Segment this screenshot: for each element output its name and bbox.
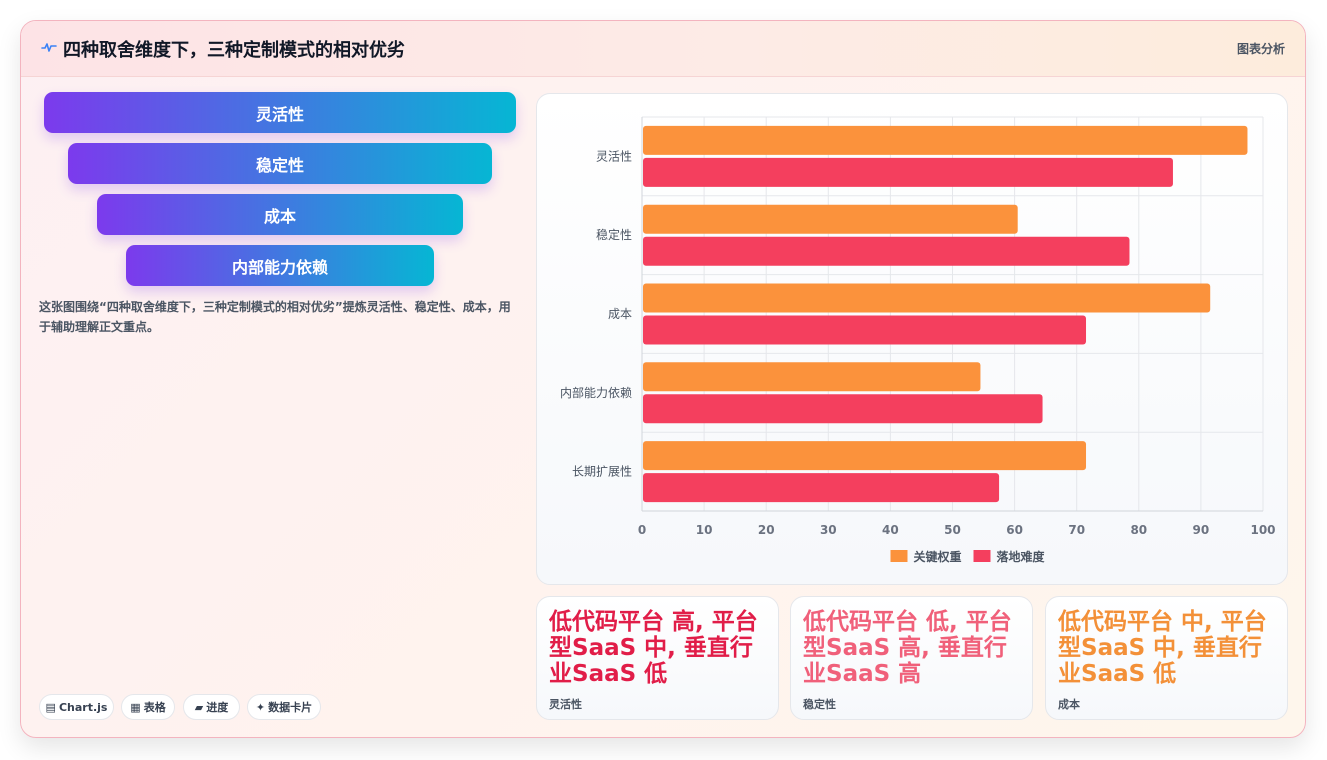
- funnel-item-internal-dependency: 内部能力依赖: [126, 245, 434, 286]
- bar-weight: [643, 362, 981, 392]
- header: 四种取舍维度下，三种定制模式的相对优劣 图表分析: [21, 21, 1305, 77]
- stat-card-flexibility: 低代码平台 高, 平台型SaaS 中, 垂直行业SaaS 低 灵活性: [536, 596, 779, 720]
- chip-label: Chart.js: [58, 700, 108, 714]
- legend-label: 落地难度: [997, 549, 1046, 564]
- bar-weight: [643, 204, 1018, 234]
- y-tick-label: 成本: [608, 307, 632, 321]
- x-tick-label: 30: [820, 523, 837, 537]
- chip-table[interactable]: ▦ 表格: [121, 694, 175, 720]
- x-tick-label: 50: [944, 523, 961, 537]
- chart-panel: 0 10 20 30 40 50 60 70 80 90 100 灵活性稳定性成本内部能力依赖长期扩展…: [536, 93, 1288, 585]
- chip-data-card[interactable]: ✦ 数据卡片: [247, 694, 321, 720]
- stat-value: 低代码平台 中, 平台型SaaS 中, 垂直行业SaaS 低: [1058, 609, 1267, 687]
- stat-value: 低代码平台 高, 平台型SaaS 中, 垂直行业SaaS 低: [549, 609, 758, 687]
- y-tick-label: 长期扩展性: [572, 465, 632, 479]
- bar-difficulty: [643, 157, 1173, 187]
- x-tick-label: 10: [696, 523, 713, 537]
- funnel-item-cost: 成本: [97, 194, 463, 235]
- x-tick-label: 70: [1068, 523, 1085, 537]
- stat-value: 低代码平台 低, 平台型SaaS 高, 垂直行业SaaS 高: [803, 609, 1012, 687]
- bar-difficulty: [643, 315, 1087, 345]
- sparkle-icon: ✦: [255, 700, 266, 714]
- chip-progress[interactable]: ▰ 进度: [183, 694, 240, 720]
- stat-card-cost: 低代码平台 中, 平台型SaaS 中, 垂直行业SaaS 低 成本: [1045, 596, 1288, 720]
- x-tick-label: 40: [882, 523, 899, 537]
- bar-weight: [643, 125, 1248, 155]
- table-icon: ▦: [130, 700, 141, 714]
- chip-chartjs[interactable]: ▤ Chart.js: [39, 694, 114, 720]
- legend-swatch: [890, 550, 908, 562]
- description-text: 这张图围绕“四种取舍维度下，三种定制模式的相对优劣”提炼灵活性、稳定性、成本，用…: [39, 300, 511, 334]
- y-tick-label: 灵活性: [596, 149, 632, 163]
- chart-analysis-tag: 图表分析: [1236, 42, 1285, 56]
- funnel-item-flexibility: 灵活性: [44, 92, 516, 133]
- chart-icon: ▤: [45, 700, 56, 714]
- chip-label: 进度: [206, 701, 229, 714]
- stat-label: 成本: [1058, 698, 1080, 711]
- main-card: 四种取舍维度下，三种定制模式的相对优劣 图表分析 灵活性 稳定性 成本 内部能力…: [20, 20, 1306, 738]
- funnel-item-stability: 稳定性: [68, 143, 492, 184]
- bar-weight: [643, 283, 1211, 313]
- bar-difficulty: [643, 394, 1043, 424]
- stat-label: 稳定性: [803, 698, 836, 711]
- x-tick-label: 90: [1193, 523, 1210, 537]
- bar-difficulty: [643, 236, 1130, 266]
- x-tick-label: 20: [758, 523, 775, 537]
- bar-chart: 0 10 20 30 40 50 60 70 80 90 100 灵活性稳定性成本内部能力依赖长期扩展…: [560, 116, 1276, 564]
- x-tick-label: 80: [1130, 523, 1147, 537]
- x-tick-label: 0: [638, 523, 646, 537]
- chip-label: 数据卡片: [268, 701, 313, 714]
- stat-card-stability: 低代码平台 低, 平台型SaaS 高, 垂直行业SaaS 高 稳定性: [790, 596, 1033, 720]
- legend-label: 关键权重: [914, 549, 962, 564]
- progress-icon: ▰: [194, 700, 204, 714]
- page-title: 四种取舍维度下，三种定制模式的相对优劣: [63, 40, 405, 61]
- x-tick-label: 60: [1006, 523, 1023, 537]
- x-tick-label: 100: [1250, 523, 1275, 537]
- legend-swatch: [973, 550, 991, 562]
- stat-label: 灵活性: [549, 698, 582, 711]
- chip-label: 表格: [143, 701, 166, 714]
- y-tick-label: 稳定性: [596, 227, 632, 242]
- bar-weight: [643, 441, 1087, 471]
- pulse-icon: [41, 43, 57, 52]
- bar-difficulty: [643, 473, 1000, 503]
- y-tick-label: 内部能力依赖: [560, 385, 632, 400]
